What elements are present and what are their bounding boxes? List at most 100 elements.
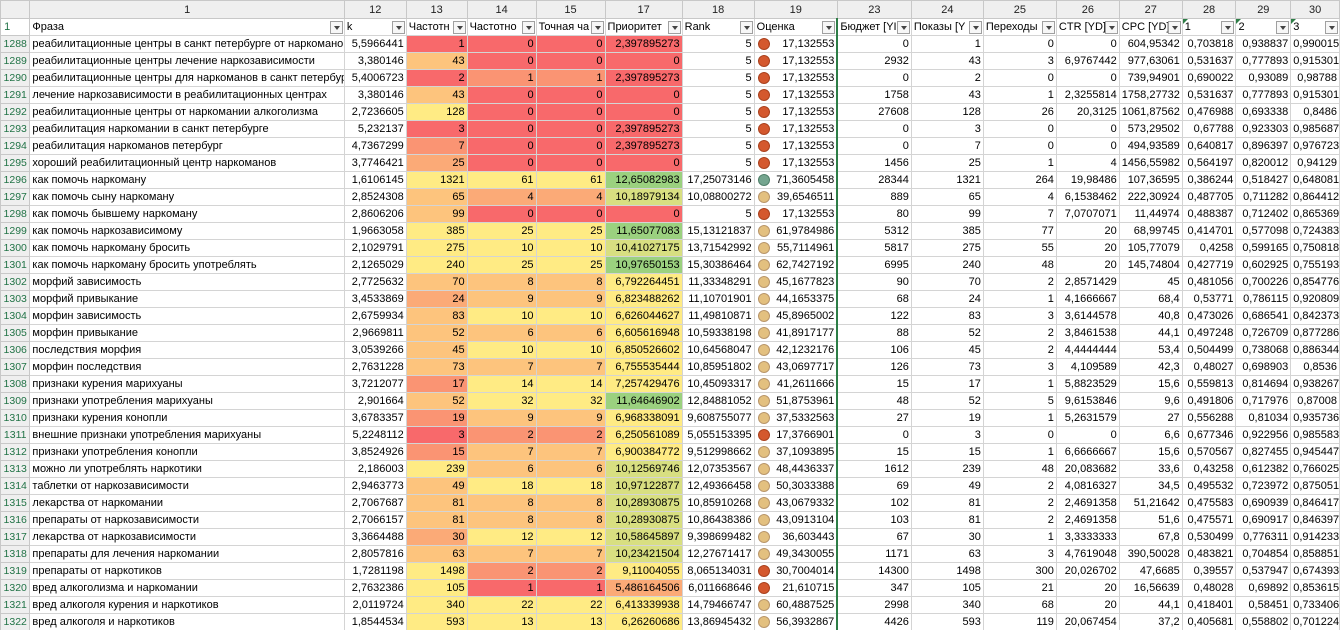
score-cell[interactable]: 44,1653375 [753,290,838,308]
score-cell[interactable]: 61,9784986 [753,222,838,240]
score-cell[interactable]: 39,6546511 [753,188,838,206]
k-cell[interactable]: 2,1029791 [343,239,407,257]
col-1-cell[interactable]: 0,495532 [1181,477,1237,495]
phrase-cell[interactable]: как помочь наркоману [29,171,345,189]
phrase-cell[interactable]: реабилитационные центры в санкт петербур… [29,35,345,53]
col-3-cell[interactable]: 0,985583 [1290,426,1340,444]
k-cell[interactable]: 3,4533869 [343,290,407,308]
impressions-cell[interactable]: 17 [910,375,984,393]
exact-frequency-cell[interactable]: 0 [535,52,606,70]
cpc-cell[interactable]: 222,30924 [1118,188,1183,206]
impressions-cell[interactable]: 340 [910,596,984,614]
frequency-cell[interactable]: 73 [405,358,468,376]
row-number[interactable]: 1291 [0,86,31,104]
phrase-cell[interactable]: реабилитационные центры лечение наркозав… [29,52,345,70]
frequency-cell[interactable]: 385 [405,222,468,240]
budget-cell[interactable]: 1758 [836,86,912,104]
k-cell[interactable]: 2,7631228 [343,358,407,376]
budget-cell[interactable]: 67 [836,528,912,546]
frequency-quoted-cell[interactable]: 0 [466,86,537,104]
frequency-quoted-cell[interactable]: 1 [466,69,537,87]
rank-cell[interactable]: 10,64568047 [681,341,755,359]
rank-cell[interactable]: 10,85951802 [681,358,755,376]
rank-cell[interactable]: 10,45093317 [681,375,755,393]
score-cell[interactable]: 43,0679332 [753,494,838,512]
phrase-cell[interactable]: как помочь сыну наркоману [29,188,345,206]
score-cell[interactable]: 17,132553 [753,86,838,104]
priority-cell[interactable]: 2,397895273 [604,120,683,138]
col-3-cell[interactable]: 0,864412 [1290,188,1340,206]
exact-frequency-cell[interactable]: 8 [535,273,606,291]
clicks-cell[interactable]: 3 [982,307,1057,325]
rank-cell[interactable]: 10,85910268 [681,494,755,512]
rank-cell[interactable]: 6,011668646 [681,579,755,597]
impressions-cell[interactable]: 30 [910,528,984,546]
frequency-cell[interactable]: 63 [405,545,468,563]
frequency-cell[interactable]: 43 [405,86,468,104]
col-2-cell[interactable]: 0,776311 [1235,528,1292,546]
score-cell[interactable]: 17,132553 [753,154,838,172]
phrase-cell[interactable]: реабилитация наркомании в санкт петербур… [29,120,345,138]
frequency-quoted-cell[interactable]: 0 [466,120,537,138]
frequency-quoted-cell[interactable]: 13 [466,613,537,630]
exact-frequency-cell[interactable]: 22 [535,596,606,614]
phrase-cell[interactable]: вред алкоголизма и наркомании [29,579,345,597]
clicks-cell[interactable]: 0 [982,426,1057,444]
ctr-cell[interactable]: 6,9767442 [1055,52,1120,70]
priority-cell[interactable]: 10,97122877 [604,477,683,495]
exact-frequency-cell[interactable]: 0 [535,137,606,155]
impressions-cell[interactable]: 593 [910,613,984,630]
col-2-cell[interactable]: 0,93089 [1235,69,1292,87]
col-1-cell[interactable]: 0,48027 [1181,358,1237,376]
column-header[interactable]: 28 [1181,0,1237,19]
exact-frequency-cell[interactable]: 7 [535,443,606,461]
col-3-cell[interactable]: 0,846417 [1290,494,1340,512]
frequency-cell[interactable]: 1321 [405,171,468,189]
cpc-cell[interactable]: 107,36595 [1118,171,1183,189]
impressions-cell[interactable]: 70 [910,273,984,291]
score-cell[interactable]: 71,3605458 [753,171,838,189]
clicks-cell[interactable]: 1 [982,154,1057,172]
col-3-cell[interactable]: 0,935736 [1290,409,1340,427]
column-header[interactable]: 24 [910,0,984,19]
score-cell[interactable]: 56,3932867 [753,613,838,630]
col-1-cell[interactable]: 0,491806 [1181,392,1237,410]
impressions-cell[interactable]: 52 [910,324,984,342]
col-2-cell[interactable]: 0,712402 [1235,205,1292,223]
col-1-cell[interactable]: 0,67788 [1181,120,1237,138]
ctr-cell[interactable]: 6,1538462 [1055,188,1120,206]
frequency-cell[interactable]: 1498 [405,562,468,580]
row-number[interactable]: 1292 [0,103,31,121]
col-1-cell[interactable]: 0,531637 [1181,86,1237,104]
phrase-cell[interactable]: реабилитация наркоманов петербург [29,137,345,155]
frequency-cell[interactable]: 30 [405,528,468,546]
rank-cell[interactable]: 9,512998662 [681,443,755,461]
exact-frequency-cell[interactable]: 14 [535,375,606,393]
impressions-cell[interactable]: 43 [910,86,984,104]
cpc-cell[interactable]: 45 [1118,273,1183,291]
priority-cell[interactable]: 9,11004055 [604,562,683,580]
exact-frequency-cell[interactable]: 0 [535,35,606,53]
frequency-cell[interactable]: 83 [405,307,468,325]
col-3-cell[interactable]: 0,945447 [1290,443,1340,461]
impressions-cell[interactable]: 1498 [910,562,984,580]
frequency-quoted-cell[interactable]: 10 [466,239,537,257]
filter-dropdown-button[interactable] [968,21,982,34]
budget-cell[interactable]: 90 [836,273,912,291]
col-1-cell[interactable]: 0,677346 [1181,426,1237,444]
col-1-cell[interactable]: 0,53771 [1181,290,1237,308]
k-cell[interactable]: 3,380146 [343,52,407,70]
ctr-cell[interactable]: 0 [1055,120,1120,138]
impressions-cell[interactable]: 24 [910,290,984,308]
priority-cell[interactable]: 6,968338091 [604,409,683,427]
col-2-cell[interactable]: 0,922956 [1235,426,1292,444]
cpc-cell[interactable]: 42,3 [1118,358,1183,376]
k-cell[interactable]: 2,8057816 [343,545,407,563]
col-1-cell[interactable]: 0,475583 [1181,494,1237,512]
col-1-cell[interactable]: 0,427719 [1181,256,1237,274]
exact-frequency-cell[interactable]: 32 [535,392,606,410]
col-2-cell[interactable]: 0,820012 [1235,154,1292,172]
col-1-cell[interactable]: 0,559813 [1181,375,1237,393]
k-cell[interactable]: 1,6106145 [343,171,407,189]
budget-cell[interactable]: 102 [836,494,912,512]
